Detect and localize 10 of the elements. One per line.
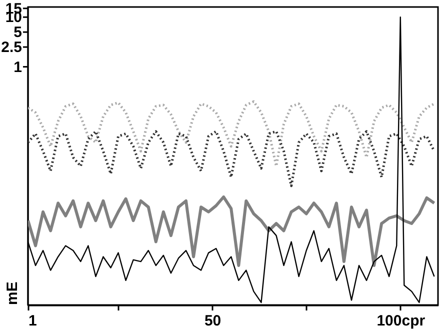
x-tick-label: 1 (28, 312, 37, 329)
y-tick-label: 1 (14, 58, 22, 76)
x-tick-label: 100cpr (376, 312, 426, 329)
line-series (28, 100, 436, 168)
line-series (28, 195, 436, 267)
y-tick-label: 5 (14, 24, 22, 42)
line-series (28, 130, 436, 188)
x-tick-label: 50 (204, 312, 222, 329)
y-tick-label: 2.5 (1, 39, 22, 56)
y-axis-title: mE (4, 282, 21, 305)
